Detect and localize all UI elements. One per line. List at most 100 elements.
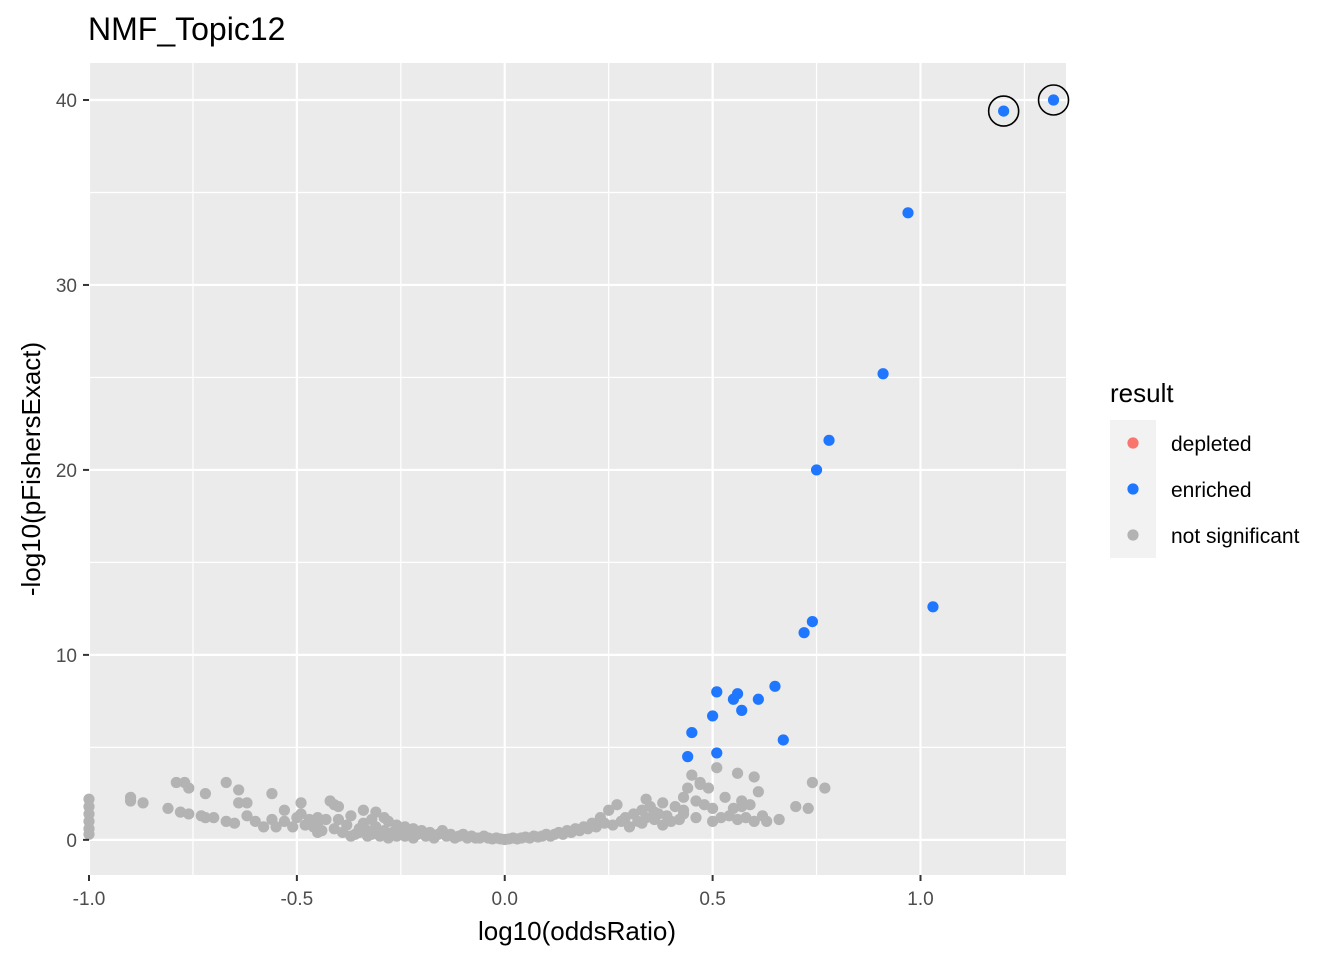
x-axis-ticks: -1.0 -0.5 0.0 0.5 1.0 — [73, 875, 934, 910]
point-not-significant — [748, 771, 760, 783]
point-not-significant — [332, 813, 345, 826]
point-not-significant — [83, 828, 95, 840]
point-not-significant — [719, 791, 731, 803]
point-enriched — [902, 207, 914, 219]
point-not-significant — [603, 804, 615, 816]
point-not-significant — [278, 804, 290, 816]
point-not-significant — [162, 802, 174, 815]
point-not-significant — [183, 782, 195, 794]
point-not-significant — [270, 821, 282, 833]
point-not-significant — [623, 821, 636, 833]
chart-title: NMF_Topic12 — [88, 11, 285, 47]
highlight-ring — [987, 95, 1020, 127]
point-not-significant — [694, 776, 706, 789]
x-tick-label: -0.5 — [280, 889, 313, 910]
point-enriched — [727, 693, 740, 705]
point-not-significant — [702, 782, 715, 794]
x-tick-label: 0.0 — [492, 889, 518, 910]
y-tick-label: 10 — [56, 646, 77, 667]
point-not-significant — [370, 806, 382, 818]
y-axis-title: -log10(pFishersExact) — [16, 342, 46, 596]
point-not-significant — [208, 812, 220, 824]
point-not-significant — [332, 800, 345, 813]
point-not-significant — [648, 806, 661, 818]
point-not-significant — [278, 815, 290, 827]
point-enriched — [686, 726, 698, 739]
data-points — [83, 94, 1060, 846]
point-not-significant — [241, 810, 253, 822]
x-tick-label: -1.0 — [73, 889, 106, 910]
point-not-significant — [249, 815, 261, 827]
point-not-significant — [199, 788, 212, 800]
point-not-significant — [682, 782, 694, 794]
point-not-significant — [320, 813, 332, 826]
x-axis-title: log10(oddsRatio) — [478, 916, 676, 946]
point-enriched — [682, 751, 694, 763]
point-not-significant — [228, 817, 241, 829]
highlight-ring — [1037, 84, 1070, 116]
point-not-significant — [241, 797, 253, 809]
point-not-significant — [636, 817, 648, 829]
point-not-significant — [707, 802, 719, 815]
point-not-significant — [287, 821, 299, 833]
legend-label: depleted — [1171, 433, 1252, 456]
point-enriched — [927, 601, 939, 613]
y-tick-label: 0 — [66, 831, 77, 852]
point-enriched — [806, 615, 818, 628]
x-tick-label: 0.5 — [699, 889, 725, 910]
point-not-significant — [686, 769, 698, 781]
point-not-significant — [611, 799, 623, 811]
point-enriched — [823, 434, 835, 446]
point-not-significant — [170, 776, 182, 789]
point-not-significant — [806, 776, 818, 789]
legend-key-dot — [1127, 529, 1139, 541]
point-not-significant — [819, 782, 831, 794]
point-not-significant — [731, 767, 744, 779]
point-not-significant — [748, 815, 760, 827]
point-not-significant — [220, 776, 232, 789]
point-not-significant — [690, 812, 702, 824]
point-not-significant — [711, 762, 723, 774]
y-tick-label: 40 — [56, 91, 77, 112]
point-not-significant — [258, 821, 270, 833]
point-not-significant — [341, 819, 353, 831]
point-enriched — [877, 368, 889, 380]
point-not-significant — [295, 797, 307, 809]
point-enriched — [736, 704, 748, 716]
point-not-significant — [736, 800, 748, 813]
point-not-significant — [316, 825, 328, 837]
legend-label: enriched — [1171, 479, 1252, 502]
point-enriched — [711, 747, 723, 759]
point-enriched — [769, 680, 781, 692]
legend-title: result — [1110, 378, 1174, 408]
point-enriched — [998, 105, 1010, 117]
point-enriched — [752, 693, 764, 705]
point-not-significant — [761, 815, 773, 827]
y-tick-label: 30 — [56, 276, 77, 297]
point-not-significant — [233, 797, 245, 809]
point-not-significant — [266, 788, 278, 800]
point-not-significant — [752, 786, 764, 798]
point-not-significant — [357, 804, 369, 816]
point-not-significant — [790, 800, 802, 813]
point-not-significant — [677, 804, 690, 816]
legend-key-dot — [1127, 483, 1139, 495]
point-not-significant — [773, 813, 785, 826]
y-axis-ticks: 0 10 20 30 40 — [56, 91, 89, 852]
highlight-circles — [987, 84, 1070, 127]
point-not-significant — [183, 808, 195, 820]
point-not-significant — [233, 784, 245, 796]
point-not-significant — [199, 812, 212, 824]
point-not-significant — [124, 795, 137, 807]
point-enriched — [777, 734, 789, 746]
major-gridlines — [87, 63, 1066, 875]
point-not-significant — [657, 797, 669, 809]
point-not-significant — [802, 802, 814, 815]
y-tick-label: 20 — [56, 461, 77, 482]
legend: result depleted enriched not significant — [1110, 378, 1300, 558]
x-tick-label: 1.0 — [907, 889, 933, 910]
legend-label: not significant — [1171, 525, 1300, 548]
point-enriched — [810, 464, 823, 476]
point-not-significant — [677, 791, 690, 803]
